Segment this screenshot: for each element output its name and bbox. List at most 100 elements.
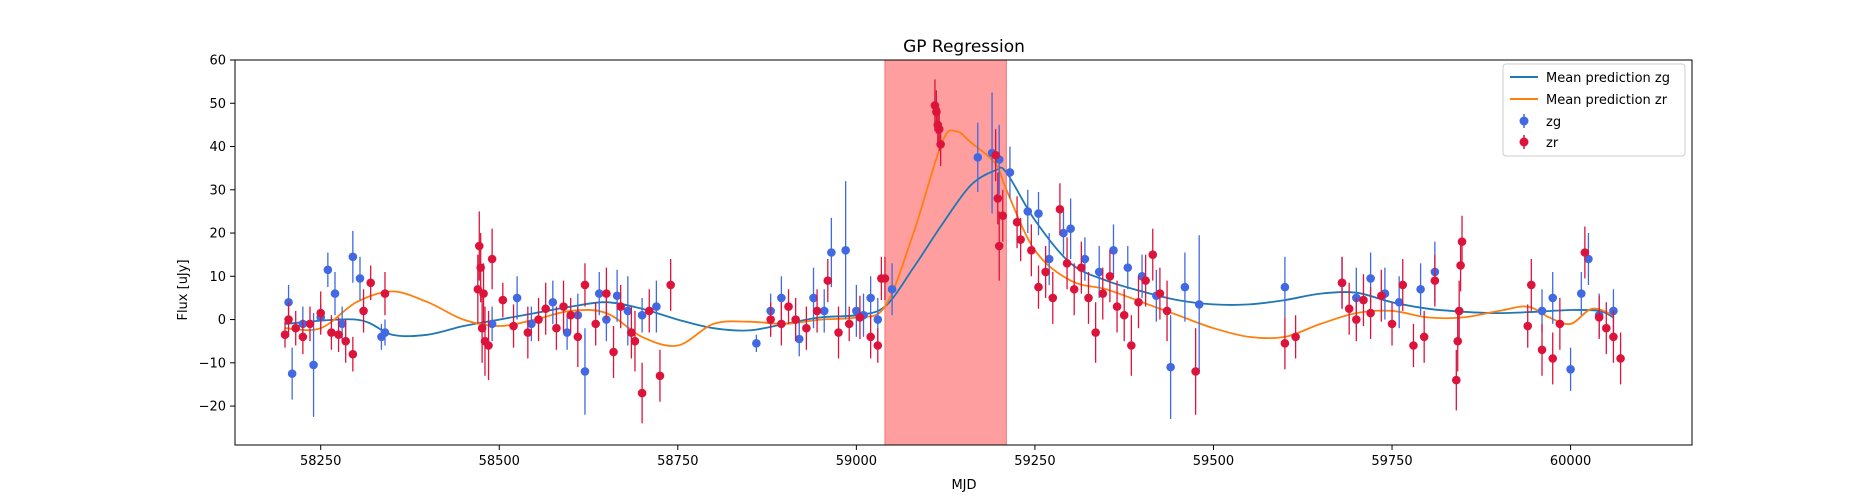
- point-zr: [1098, 289, 1108, 298]
- point-zg: [548, 297, 558, 307]
- point-zr: [1419, 332, 1429, 342]
- y-tick-label: 20: [209, 227, 226, 242]
- point-zr: [880, 274, 890, 283]
- point-zr: [1454, 306, 1464, 316]
- point-zr: [484, 341, 493, 350]
- plot-area: 58250 58500 58750 59000 59250 59500 59750 60000…: [199, 54, 1693, 470]
- point-zr: [609, 347, 618, 357]
- point-zr: [1119, 310, 1129, 320]
- point-zg: [348, 252, 358, 262]
- point-zr: [1148, 250, 1158, 259]
- point-zg: [380, 328, 390, 337]
- x-tick-label: 59250: [1014, 454, 1055, 469]
- point-zr: [359, 306, 368, 316]
- point-zr: [298, 332, 308, 342]
- point-zr: [1456, 261, 1465, 270]
- point-zr: [280, 330, 290, 339]
- point-zg: [1123, 263, 1133, 272]
- point-zr: [559, 302, 568, 311]
- point-zr: [630, 336, 640, 346]
- point-zr: [812, 306, 822, 316]
- point-zg: [827, 248, 836, 257]
- point-zr: [844, 319, 854, 329]
- point-zr: [1280, 339, 1290, 348]
- legend-label-mean-zg: Mean prediction zg: [1546, 71, 1670, 86]
- point-zr: [477, 323, 487, 333]
- point-zg: [487, 319, 497, 329]
- point-zr: [1387, 319, 1397, 329]
- y-tick-label: 30: [209, 183, 226, 198]
- x-tick-label: 59000: [836, 454, 877, 469]
- point-zg: [287, 369, 297, 378]
- legend-label-zg: zg: [1546, 115, 1561, 130]
- point-zr: [573, 332, 583, 342]
- point-zg: [602, 315, 611, 324]
- y-tick-label: 40: [209, 140, 226, 155]
- legend-box: [1502, 63, 1686, 157]
- x-tick-label: 58250: [300, 454, 341, 469]
- point-zr: [637, 388, 647, 398]
- point-zr: [1409, 341, 1418, 350]
- axis-ticks: 58250 58500 58750 59000 59250 59500 59750 60000…: [199, 54, 1592, 470]
- x-tick-label: 59500: [1193, 454, 1234, 469]
- point-zg: [852, 306, 861, 316]
- y-tick-label: −20: [199, 400, 226, 415]
- observation-points: [280, 79, 1625, 424]
- x-tick-label: 60000: [1550, 454, 1591, 469]
- point-zg: [512, 293, 522, 303]
- point-zg: [1566, 364, 1575, 374]
- point-zr: [284, 315, 293, 324]
- point-zg: [1080, 254, 1090, 264]
- point-zr: [1012, 217, 1022, 227]
- point-zg: [1416, 284, 1425, 294]
- point-zr: [1016, 235, 1025, 244]
- y-tick-label: 10: [209, 270, 226, 285]
- point-zg: [777, 293, 786, 303]
- point-zg: [1094, 267, 1104, 277]
- point-zr: [866, 332, 875, 342]
- point-zr: [1291, 332, 1300, 342]
- point-zr: [1601, 323, 1611, 333]
- point-zg: [612, 291, 622, 301]
- legend: Mean prediction zg Mean prediction zr zg…: [1502, 63, 1686, 157]
- point-zr: [1377, 291, 1386, 301]
- point-zr: [509, 321, 518, 331]
- point-zr: [934, 124, 944, 134]
- point-zr: [348, 349, 358, 359]
- point-zr: [474, 241, 484, 251]
- point-zg: [330, 289, 340, 298]
- point-zr: [1398, 280, 1408, 290]
- point-zr: [534, 315, 543, 324]
- point-zr: [591, 319, 600, 329]
- point-zg: [562, 328, 572, 337]
- point-zr: [1452, 375, 1461, 385]
- point-zr: [1609, 332, 1618, 342]
- legend-label-mean-zr: Mean prediction zr: [1546, 93, 1668, 108]
- point-zr: [479, 289, 488, 298]
- point-zr: [1616, 354, 1625, 363]
- y-tick-label: 50: [209, 97, 226, 112]
- point-zr: [334, 330, 343, 339]
- point-zr: [1162, 306, 1172, 316]
- point-zr: [627, 328, 636, 337]
- point-zr: [1594, 313, 1604, 322]
- point-zr: [552, 323, 561, 333]
- axes-frame: [234, 59, 1693, 446]
- point-zg: [1166, 362, 1175, 372]
- point-zr: [1141, 276, 1150, 285]
- point-zr: [1337, 278, 1347, 288]
- point-zr: [666, 280, 675, 290]
- point-zg: [337, 319, 347, 329]
- point-zr: [523, 328, 533, 337]
- point-zr: [327, 328, 336, 337]
- y-tick-label: −10: [199, 356, 226, 371]
- point-zr: [1453, 336, 1463, 346]
- point-zr: [994, 241, 1004, 251]
- point-zr: [498, 295, 508, 305]
- point-zr: [655, 371, 665, 381]
- point-zg: [323, 265, 333, 275]
- y-axis-label: Flux [uJy]: [176, 259, 191, 320]
- point-zg: [809, 293, 818, 303]
- point-zg: [1548, 293, 1558, 303]
